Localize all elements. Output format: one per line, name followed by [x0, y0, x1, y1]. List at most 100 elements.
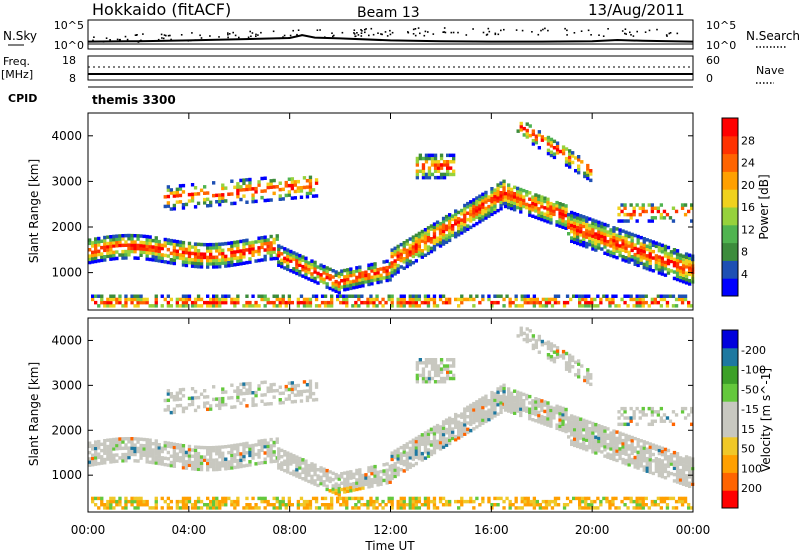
echo-cell	[446, 169, 450, 173]
echo-cell	[322, 271, 326, 275]
echo-cell	[181, 453, 186, 457]
echo-cell	[190, 387, 195, 391]
echo-cell	[91, 257, 95, 261]
echo-cell	[411, 261, 416, 265]
echo-cell	[355, 471, 359, 476]
echo-cell	[97, 461, 101, 466]
echo-cell	[385, 272, 389, 276]
echo-cell	[187, 463, 192, 468]
echo-cell	[432, 425, 437, 430]
echo-cell	[121, 253, 125, 257]
echo-cell	[651, 443, 656, 447]
echo-cell	[573, 431, 577, 435]
echo-cell	[648, 252, 652, 256]
echo-cell	[612, 226, 616, 230]
echo-cell	[481, 421, 485, 426]
echo-cell	[620, 219, 624, 223]
echo-cell	[145, 257, 149, 261]
echo-cell	[510, 410, 514, 414]
echo-cell	[118, 437, 122, 441]
echo-cell	[193, 186, 198, 190]
echo-cell	[650, 413, 655, 417]
echo-cell	[454, 419, 458, 423]
echo-cell	[576, 232, 580, 236]
echo-cell	[597, 223, 601, 228]
echo-cell	[478, 414, 482, 418]
echo-cell	[251, 496, 255, 501]
echo-cell	[245, 260, 249, 265]
nsearch-point	[319, 29, 321, 31]
echo-cell	[367, 279, 371, 283]
echo-cell	[663, 254, 668, 258]
echo-cell	[675, 258, 680, 263]
echo-cell	[384, 300, 388, 305]
echo-cell	[206, 294, 210, 298]
echo-cell	[369, 496, 373, 501]
echo-cell	[668, 216, 673, 220]
echo-cell	[638, 503, 642, 507]
echo-cell	[414, 304, 419, 308]
echo-cell	[414, 294, 419, 298]
echo-cell	[91, 297, 95, 302]
echo-cell	[463, 207, 467, 211]
echo-cell	[550, 499, 555, 504]
echo-cell	[166, 463, 171, 467]
echo-cell	[379, 482, 383, 486]
echo-cell	[139, 297, 143, 302]
echo-cell	[121, 234, 125, 238]
echo-cell	[118, 294, 122, 298]
echo-cell	[239, 392, 243, 396]
echo-cell	[552, 406, 556, 411]
echo-cell	[251, 243, 255, 248]
echo-cell	[636, 234, 640, 239]
echo-cell	[417, 247, 422, 252]
echo-cell	[269, 179, 273, 183]
echo-cell	[499, 410, 503, 415]
echo-cell	[490, 503, 494, 507]
echo-cell	[567, 212, 571, 217]
echo-cell	[181, 394, 186, 398]
nsearch-point	[257, 34, 259, 36]
echo-cell	[609, 447, 613, 451]
echo-cell	[396, 247, 400, 252]
echo-cell	[466, 421, 470, 425]
echo-cell	[549, 411, 553, 416]
echo-cell	[591, 437, 595, 441]
echo-cell	[505, 294, 509, 298]
echo-cell	[423, 297, 428, 302]
echo-cell	[236, 243, 240, 247]
echo-cell	[609, 231, 613, 235]
echo-cell	[417, 450, 422, 455]
echo-cell	[251, 304, 255, 308]
echo-cell	[555, 220, 559, 224]
echo-cell	[221, 196, 225, 200]
echo-cell	[130, 243, 134, 247]
echo-cell	[594, 232, 598, 236]
echo-cell	[363, 300, 367, 305]
echo-cell	[624, 259, 628, 263]
echo-cell	[230, 297, 234, 302]
echo-cell	[555, 200, 559, 205]
echo-cell	[218, 406, 222, 411]
echo-cell	[426, 251, 431, 256]
echo-cell	[648, 245, 652, 250]
echo-cell	[561, 212, 565, 217]
echo-cell	[172, 203, 177, 208]
echo-cell	[322, 277, 326, 282]
velocity-colorbar-frame	[721, 329, 739, 509]
echo-cell	[681, 469, 686, 474]
echo-cell	[417, 447, 422, 451]
echo-cell	[448, 416, 452, 421]
echo-cell	[528, 124, 532, 128]
echo-cell	[421, 172, 426, 177]
echo-cell	[136, 449, 140, 454]
echo-cell	[130, 300, 134, 305]
echo-cell	[100, 458, 104, 462]
echo-cell	[432, 441, 437, 445]
echo-cell	[642, 449, 646, 454]
echo-cell	[181, 253, 186, 258]
echo-cell	[444, 214, 449, 219]
echo-cell	[591, 231, 595, 235]
echo-cell	[671, 422, 676, 427]
echo-cell	[136, 294, 140, 298]
